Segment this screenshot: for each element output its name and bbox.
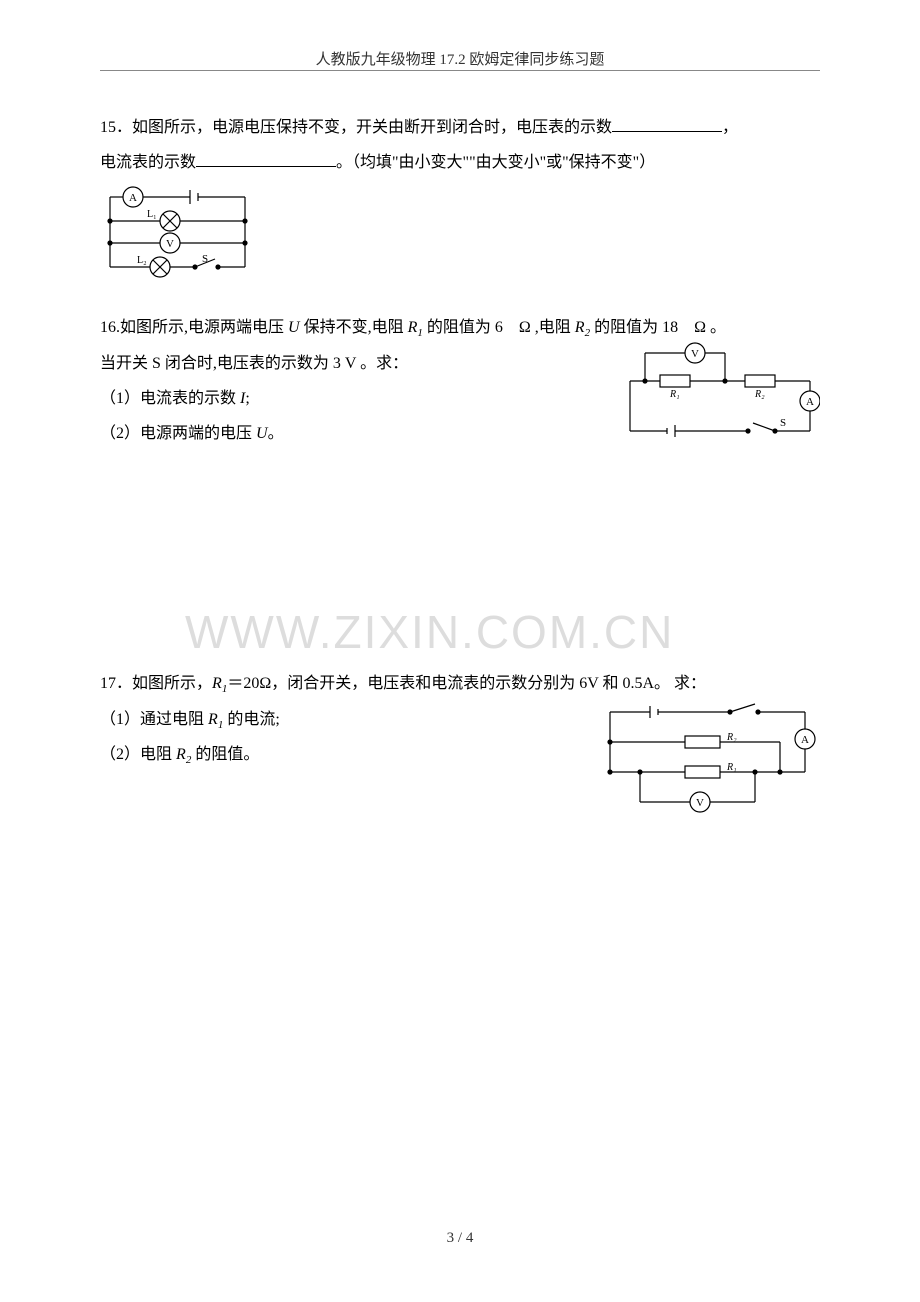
svg-text:R₁: R₁ <box>669 389 680 400</box>
svg-text:R₂: R₂ <box>726 732 737 743</box>
question-17: 17．如图所示，R1＝20Ω，闭合开关，电压表和电流表的示数分别为 6V 和 0… <box>100 666 820 821</box>
q16-number: 16. <box>100 319 120 336</box>
q17-circuit-diagram: A R₂ R₁ V <box>595 697 820 822</box>
q16-U: U <box>288 319 300 336</box>
q17-sub1-label: （1） <box>100 711 140 728</box>
q17-R2b: R <box>176 746 186 763</box>
q17-sub2-end: 的阻值。 <box>191 746 259 763</box>
q15-blank-2 <box>196 148 336 167</box>
header-divider <box>100 70 820 71</box>
svg-text:A: A <box>801 734 809 746</box>
svg-text:L₂: L₂ <box>137 255 147 266</box>
svg-text:V: V <box>166 238 174 250</box>
svg-text:R₁: R₁ <box>726 762 737 773</box>
q16-t3: 的阻值为 6 Ω ,电阻 <box>423 319 575 336</box>
page-sep: / <box>454 1230 466 1246</box>
q17-R1: R <box>212 675 222 692</box>
q16-sub2-end: 。 <box>268 425 284 442</box>
q17-sub2-text: 电阻 <box>140 746 176 763</box>
page-header: 人教版九年级物理 17.2 欧姆定律同步练习题 <box>0 48 920 69</box>
svg-text:V: V <box>691 348 699 360</box>
q16-R2: R <box>575 319 585 336</box>
q16-sub2-text: 电源两端的电压 <box>140 425 256 442</box>
svg-text:L₁: L₁ <box>147 209 157 220</box>
svg-text:R₂: R₂ <box>754 389 765 400</box>
q16-sub2-label: （2） <box>100 425 140 442</box>
content-area: 15．如图所示，电源电压保持不变，开关由断开到闭合时，电压表的示数 ， 电流表的示… <box>100 100 820 842</box>
q17-sub1-text: 通过电阻 <box>140 711 208 728</box>
svg-text:A: A <box>129 192 137 204</box>
q16-R1: R <box>408 319 418 336</box>
q15-text-2a: 电流表的示数 <box>100 154 196 171</box>
q15-circuit-diagram: A L₁ V L₂ S <box>100 185 820 280</box>
q15-number: 15． <box>100 119 132 136</box>
q16-circuit-diagram: V R₁ R₂ A S <box>620 341 820 441</box>
question-16: 16.如图所示,电源两端电压 U 保持不变,电阻 R1 的阻值为 6 Ω ,电阻… <box>100 310 820 451</box>
q16-U2: U <box>256 425 268 442</box>
svg-text:S: S <box>202 253 208 265</box>
q16-sub1-end: ; <box>245 390 249 407</box>
page-footer: 3 / 4 <box>0 1230 920 1247</box>
q16-t2: 保持不变,电阻 <box>300 319 408 336</box>
svg-text:V: V <box>696 797 704 809</box>
q17-sub1-end: 的电流; <box>223 711 279 728</box>
q15-text-1b: ， <box>722 119 738 136</box>
svg-text:A: A <box>806 396 814 408</box>
q15-text-2b: 。（均填"由小变大""由大变小"或"保持不变"） <box>336 154 655 171</box>
q17-number: 17． <box>100 675 132 692</box>
q17-t2: ＝20Ω，闭合开关，电压表和电流表的示数分别为 6V 和 0.5A。 求： <box>227 675 706 692</box>
q17-R1b: R <box>208 711 218 728</box>
q15-text-1: 如图所示，电源电压保持不变，开关由断开到闭合时，电压表的示数 <box>132 119 612 136</box>
q16-t4: 的阻值为 18 Ω 。 <box>590 319 726 336</box>
q16-sub1-label: （1） <box>100 390 140 407</box>
page-total: 4 <box>466 1230 474 1246</box>
header-title: 人教版九年级物理 17.2 欧姆定律同步练习题 <box>316 52 605 68</box>
q17-sub2-label: （2） <box>100 746 140 763</box>
svg-text:S: S <box>780 417 786 429</box>
q16-t1: 如图所示,电源两端电压 <box>120 319 288 336</box>
q17-t1: 如图所示， <box>132 675 212 692</box>
q15-blank-1 <box>612 113 722 132</box>
question-15: 15．如图所示，电源电压保持不变，开关由断开到闭合时，电压表的示数 ， 电流表的示… <box>100 110 820 280</box>
q16-sub1-text: 电流表的示数 <box>140 390 240 407</box>
